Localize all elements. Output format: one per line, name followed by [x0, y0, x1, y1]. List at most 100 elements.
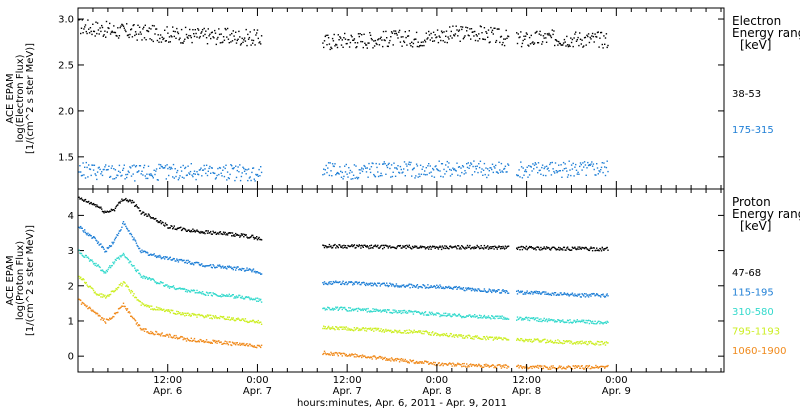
data-point: [195, 261, 197, 264]
data-point: [409, 331, 411, 334]
data-point: [361, 244, 363, 247]
data-point: [343, 283, 345, 285]
data-point: [538, 341, 540, 343]
data-point: [95, 174, 97, 177]
data-point: [469, 314, 471, 316]
data-point: [480, 338, 482, 340]
data-point: [451, 365, 453, 367]
panel-electron: [77, 7, 725, 190]
data-point: [482, 248, 485, 250]
data-point: [101, 171, 103, 173]
data-point: [463, 247, 465, 249]
data-point: [507, 163, 509, 165]
data-point: [433, 245, 436, 248]
data-point: [135, 297, 138, 299]
data-point: [560, 164, 562, 166]
data-point: [482, 290, 485, 292]
data-point: [239, 296, 242, 299]
data-point: [599, 366, 601, 368]
data-point: [431, 311, 433, 314]
data-point: [324, 169, 326, 171]
data-point: [474, 288, 477, 290]
data-point: [558, 366, 560, 369]
data-point: [562, 319, 564, 321]
data-point: [415, 163, 418, 165]
data-point: [574, 320, 576, 322]
data-point: [425, 32, 427, 34]
data-point: [424, 174, 427, 176]
data-point: [457, 286, 460, 288]
data-point: [251, 298, 253, 300]
data-point: [161, 36, 163, 38]
data-point: [602, 47, 604, 49]
data-point: [496, 248, 498, 250]
data-point: [92, 164, 94, 166]
data-point: [402, 284, 404, 287]
series-175-315: [78, 160, 609, 182]
data-point: [478, 289, 481, 291]
data-point: [219, 42, 222, 44]
data-point: [178, 38, 180, 41]
data-point: [168, 309, 170, 311]
data-point: [213, 265, 215, 267]
data-point: [134, 319, 136, 321]
data-point: [260, 346, 262, 349]
data-point: [224, 266, 226, 268]
data-point: [216, 174, 218, 177]
data-point: [346, 42, 348, 45]
data-point: [380, 36, 382, 38]
data-point: [444, 245, 446, 247]
data-point: [161, 165, 163, 168]
data-point: [327, 325, 330, 328]
data-point: [109, 266, 112, 269]
data-point: [437, 285, 440, 288]
data-point: [407, 245, 409, 248]
data-point: [216, 233, 218, 235]
data-point: [201, 231, 204, 233]
data-point: [111, 209, 113, 211]
data-point: [92, 169, 95, 171]
data-point: [115, 287, 117, 290]
data-point: [144, 304, 146, 307]
data-point: [137, 245, 139, 248]
data-point: [600, 365, 602, 368]
data-point: [163, 335, 165, 337]
data-point: [461, 171, 463, 174]
data-point: [330, 46, 332, 48]
data-point: [330, 351, 332, 354]
data-point: [194, 173, 196, 175]
data-point: [575, 248, 577, 250]
data-point: [577, 246, 579, 248]
data-point: [415, 175, 417, 177]
data-point: [90, 30, 92, 33]
data-point: [215, 233, 217, 235]
data-point: [130, 28, 133, 30]
data-point: [537, 172, 539, 174]
data-point: [371, 328, 373, 331]
data-point: [531, 247, 533, 249]
data-point: [341, 282, 343, 284]
data-point: [238, 234, 240, 236]
data-point: [592, 35, 595, 38]
data-point: [177, 179, 180, 181]
data-point: [597, 173, 599, 175]
data-point: [236, 233, 238, 236]
data-point: [407, 361, 410, 363]
x-tick-label: Apr. 7: [243, 386, 272, 397]
data-point: [578, 173, 580, 175]
data-point: [518, 318, 520, 320]
data-point: [247, 237, 250, 239]
data-point: [391, 283, 394, 285]
data-point: [535, 338, 537, 341]
data-point: [449, 315, 452, 317]
data-point: [504, 337, 507, 339]
data-point: [173, 287, 175, 289]
data-point: [348, 39, 350, 41]
data-point: [130, 263, 133, 266]
data-point: [152, 309, 154, 311]
data-point: [589, 367, 591, 370]
data-point: [209, 292, 211, 294]
data-point: [341, 355, 343, 357]
data-point: [243, 270, 246, 272]
data-point: [466, 163, 468, 165]
